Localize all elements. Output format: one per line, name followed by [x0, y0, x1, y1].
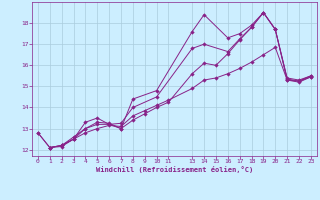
X-axis label: Windchill (Refroidissement éolien,°C): Windchill (Refroidissement éolien,°C)	[96, 166, 253, 173]
